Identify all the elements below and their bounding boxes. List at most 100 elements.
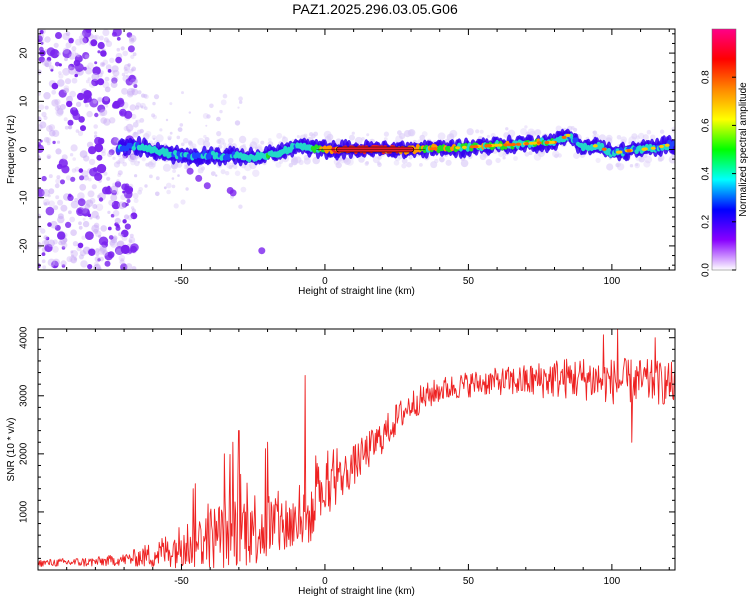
colorbar-tick-label: 0.4 (701, 166, 712, 180)
snr-x-tick-label: 100 (604, 576, 621, 587)
noise-blob (93, 228, 99, 234)
noise-blob (57, 213, 64, 220)
noise-blob (82, 220, 90, 228)
ridge-halo-blob (533, 153, 542, 161)
noise-blob (132, 52, 137, 57)
noise-blob (48, 174, 53, 179)
noise-blob (62, 67, 70, 76)
noise-blob (42, 265, 47, 270)
noise-blob (111, 102, 118, 109)
noise-blob (108, 199, 115, 206)
ridge-halo-blob (260, 140, 265, 145)
noise-blob (74, 73, 78, 78)
noise-blob (70, 256, 78, 264)
noise-blob (91, 73, 100, 81)
noise-blob (126, 32, 133, 38)
ridge-halo-blob (335, 161, 342, 169)
noise-blob (65, 175, 72, 181)
noise-blob (127, 63, 131, 67)
snr-y-tick-label: 1000 (19, 500, 30, 523)
noise-blob (132, 131, 139, 138)
noise-blob (75, 38, 82, 46)
noise-blob (166, 189, 171, 195)
noise-blob (97, 104, 106, 113)
noise-blob (99, 108, 108, 117)
excursion-blob (229, 189, 237, 197)
ridge-halo-blob (127, 154, 136, 163)
ridge-halo-blob (225, 171, 230, 176)
noise-blob (38, 144, 44, 153)
ridge-halo-blob (449, 129, 458, 138)
ridge-halo-blob (445, 159, 452, 166)
ridge-halo-blob (592, 130, 598, 135)
colorbar-frame (711, 28, 737, 271)
ridge-halo-blob (524, 125, 528, 129)
noise-blob (56, 108, 64, 115)
spectrogram-y-tick-label: -20 (19, 238, 30, 253)
snr-frame (37, 328, 676, 571)
noise-blob (72, 107, 77, 111)
noise-blob (110, 213, 115, 218)
noise-blob (138, 187, 143, 192)
noise-blob (216, 131, 222, 137)
noise-blob (130, 206, 135, 210)
noise-blob (88, 81, 96, 88)
noise-blob (109, 239, 116, 246)
colorbar-ticks: 0.0 0.2 0.4 0.6 0.8 (701, 28, 737, 277)
noise-blob (38, 32, 45, 40)
noise-blob (69, 216, 76, 223)
noise-blob (112, 156, 116, 160)
noise-blob (128, 239, 133, 244)
noise-blob (60, 204, 68, 212)
noise-blob (185, 187, 189, 191)
noise-blob (109, 239, 118, 248)
noise-blob (52, 245, 59, 253)
noise-blob (116, 47, 121, 52)
snr-y-axis-label: SNR (10 * v/v) (6, 418, 17, 482)
noise-blob (136, 119, 141, 124)
noise-blob (155, 191, 160, 197)
noise-blob (38, 263, 41, 269)
ridge-halo-blob (377, 162, 382, 168)
ridge-halo-blob (534, 129, 542, 137)
noise-blob (128, 38, 135, 44)
noise-blob (108, 235, 114, 240)
noise-blob (95, 203, 104, 211)
noise-blob (103, 96, 109, 102)
noise-blob (92, 99, 98, 104)
noise-blob (43, 202, 47, 206)
noise-blob (101, 151, 106, 157)
noise-blob (110, 81, 118, 88)
noise-blob (55, 108, 64, 117)
ridge-halo-blob (595, 157, 601, 163)
spectrogram-y-tick-label: 10 (19, 95, 30, 107)
noise-blob (116, 179, 120, 183)
noise-blob (151, 113, 156, 118)
noise-blob (139, 118, 145, 123)
ridge-halo-blob (197, 167, 204, 174)
noise-blob (210, 171, 216, 177)
noise-blob (65, 42, 72, 49)
colorbar-tick-label: 0.6 (701, 118, 712, 132)
noise-blob (61, 154, 68, 161)
noise-blob (128, 74, 136, 83)
noise-blob (105, 104, 109, 108)
ridge-halo-blob (668, 155, 675, 164)
noise-blob (98, 197, 104, 202)
noise-blob (222, 93, 228, 99)
noise-blob (39, 121, 47, 129)
ridge-highlight (550, 140, 556, 144)
spectrogram-x-tick-label: -50 (174, 276, 189, 287)
noise-blob (39, 30, 44, 34)
noise-blob (60, 104, 66, 110)
noise-blob (84, 103, 89, 108)
noise-blob (171, 177, 175, 180)
noise-blob (92, 35, 98, 41)
noise-blob (68, 210, 72, 215)
noise-blob (53, 42, 59, 48)
noise-blob (95, 267, 100, 270)
noise-blob (97, 258, 101, 262)
noise-blob (43, 198, 50, 206)
noise-blob (169, 131, 173, 135)
noise-blob (177, 174, 180, 177)
